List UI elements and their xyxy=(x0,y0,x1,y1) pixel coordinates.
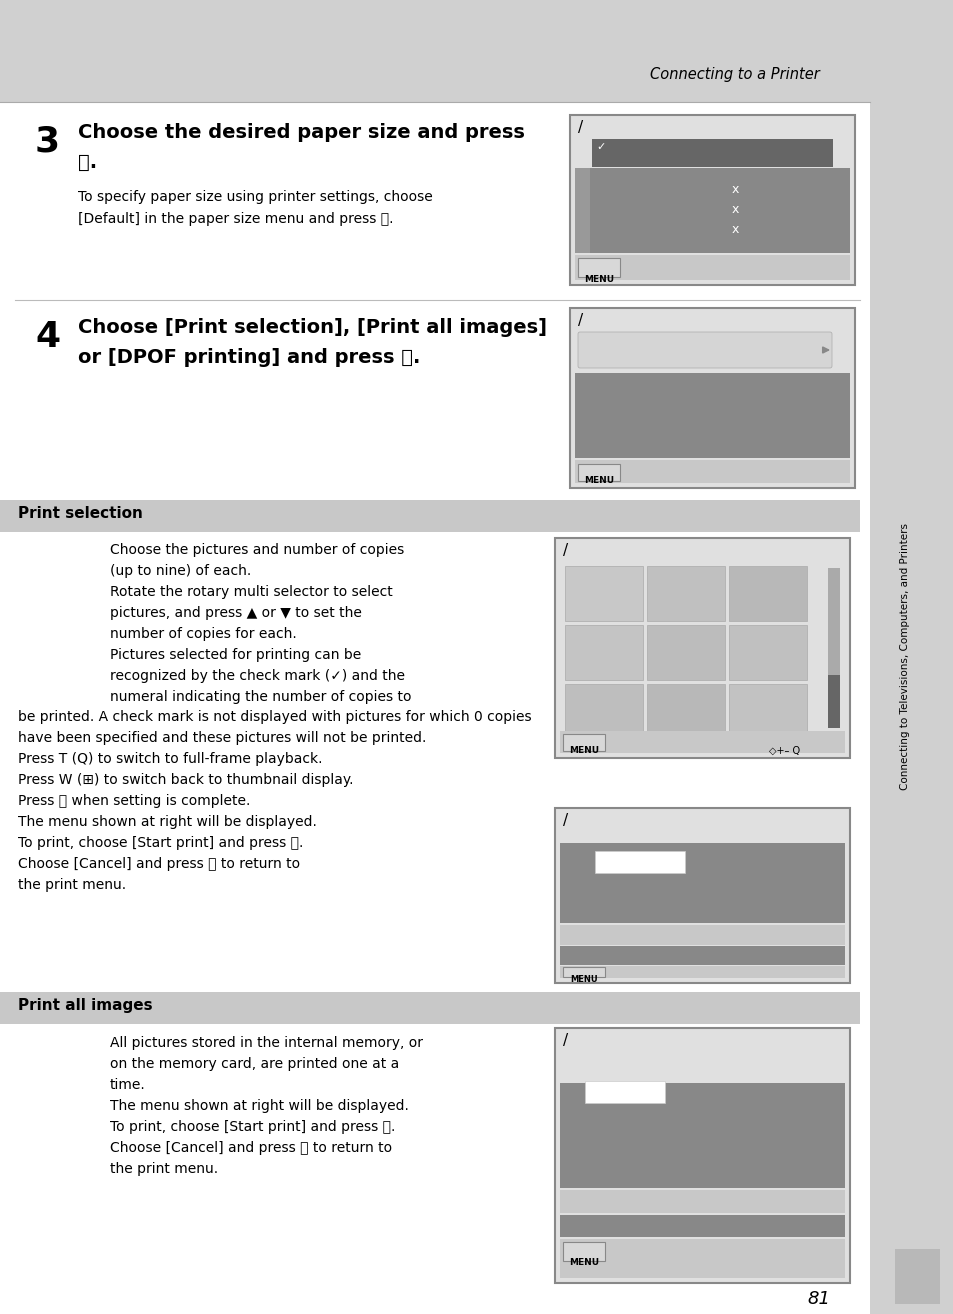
Bar xyxy=(562,1242,604,1261)
Text: the print menu.: the print menu. xyxy=(18,878,126,892)
Bar xyxy=(559,1190,844,1213)
Bar xyxy=(564,566,642,622)
Text: MENU: MENU xyxy=(568,1257,598,1267)
Text: Choose [Cancel] and press ⒪ to return to: Choose [Cancel] and press ⒪ to return to xyxy=(110,1141,392,1155)
Bar xyxy=(592,139,832,167)
Text: recognized by the check mark (✓) and the: recognized by the check mark (✓) and the xyxy=(110,669,405,683)
Bar xyxy=(894,1250,939,1303)
Text: Connecting to Televisions, Computers, and Printers: Connecting to Televisions, Computers, an… xyxy=(899,523,909,791)
Bar xyxy=(646,566,724,622)
Text: To print, choose [Start print] and press ⒪.: To print, choose [Start print] and press… xyxy=(110,1120,395,1134)
Text: Press W (⊞) to switch back to thumbnail display.: Press W (⊞) to switch back to thumbnail … xyxy=(18,773,354,787)
Text: /: / xyxy=(578,120,582,135)
Bar xyxy=(575,460,849,484)
Text: numeral indicating the number of copies to: numeral indicating the number of copies … xyxy=(110,690,411,704)
Bar xyxy=(555,537,849,758)
Text: /: / xyxy=(562,1033,568,1049)
Bar xyxy=(728,685,806,738)
Text: be printed. A check mark is not displayed with pictures for which 0 copies: be printed. A check mark is not displaye… xyxy=(18,710,531,724)
Text: (up to nine) of each.: (up to nine) of each. xyxy=(110,564,251,578)
Bar xyxy=(559,1239,844,1279)
Text: The menu shown at right will be displayed.: The menu shown at right will be displaye… xyxy=(18,815,316,829)
Text: [Default] in the paper size menu and press ⒪.: [Default] in the paper size menu and pre… xyxy=(78,212,393,226)
Bar xyxy=(728,566,806,622)
Text: have been specified and these pictures will not be printed.: have been specified and these pictures w… xyxy=(18,731,426,745)
Bar xyxy=(575,255,849,280)
Text: ◇+– Q: ◇+– Q xyxy=(769,746,800,756)
Text: ⒪.: ⒪. xyxy=(78,152,97,172)
Text: the print menu.: the print menu. xyxy=(110,1162,218,1176)
Bar xyxy=(578,464,619,481)
Bar xyxy=(0,501,859,532)
Text: number of copies for each.: number of copies for each. xyxy=(110,627,296,641)
Text: Choose [Cancel] and press ⒪ to return to: Choose [Cancel] and press ⒪ to return to xyxy=(18,857,300,871)
Text: 4: 4 xyxy=(35,321,60,353)
Bar xyxy=(559,966,844,978)
Text: time.: time. xyxy=(110,1077,146,1092)
Bar xyxy=(564,625,642,681)
Text: Choose [Print selection], [Print all images]: Choose [Print selection], [Print all ima… xyxy=(78,318,546,336)
Text: x: x xyxy=(731,223,738,237)
Text: To specify paper size using printer settings, choose: To specify paper size using printer sett… xyxy=(78,191,433,204)
Bar xyxy=(559,1083,844,1188)
Text: pictures, and press ▲ or ▼ to set the: pictures, and press ▲ or ▼ to set the xyxy=(110,606,361,620)
Text: MENU: MENU xyxy=(583,275,614,284)
Text: on the memory card, are printed one at a: on the memory card, are printed one at a xyxy=(110,1056,399,1071)
Text: Print all images: Print all images xyxy=(18,999,152,1013)
Text: Connecting to a Printer: Connecting to a Printer xyxy=(650,67,820,83)
Bar xyxy=(646,685,724,738)
Text: Rotate the rotary multi selector to select: Rotate the rotary multi selector to sele… xyxy=(110,585,393,599)
Text: Press T (Q) to switch to full-frame playback.: Press T (Q) to switch to full-frame play… xyxy=(18,752,322,766)
Text: Print selection: Print selection xyxy=(18,506,143,520)
Bar xyxy=(595,851,684,872)
Text: Press ⒪ when setting is complete.: Press ⒪ when setting is complete. xyxy=(18,794,250,808)
Bar xyxy=(827,568,840,728)
Text: MENU: MENU xyxy=(568,746,598,756)
FancyBboxPatch shape xyxy=(578,332,831,368)
Bar xyxy=(0,0,953,102)
Text: /: / xyxy=(562,813,568,828)
Text: MENU: MENU xyxy=(583,476,614,485)
Bar xyxy=(869,0,953,1314)
Bar xyxy=(555,808,849,983)
Text: 81: 81 xyxy=(806,1290,829,1307)
Text: ✓: ✓ xyxy=(596,142,605,152)
Bar xyxy=(559,946,844,964)
Text: x: x xyxy=(731,202,738,215)
Bar xyxy=(562,735,604,752)
Text: x: x xyxy=(731,183,738,196)
Bar xyxy=(569,116,854,285)
Bar xyxy=(0,0,869,102)
Text: or [DPOF printing] and press ⒪.: or [DPOF printing] and press ⒪. xyxy=(78,348,420,367)
Bar xyxy=(646,625,724,681)
Text: Choose the pictures and number of copies: Choose the pictures and number of copies xyxy=(110,543,404,557)
Bar xyxy=(564,685,642,738)
Text: /: / xyxy=(562,543,568,558)
Bar xyxy=(569,307,854,487)
Bar xyxy=(827,675,840,728)
Text: /: / xyxy=(578,313,582,328)
Text: 3: 3 xyxy=(35,125,60,159)
Text: To print, choose [Start print] and press ⒪.: To print, choose [Start print] and press… xyxy=(18,836,303,850)
Bar xyxy=(559,925,844,945)
Bar xyxy=(575,168,589,254)
Bar xyxy=(0,992,859,1024)
Text: MENU: MENU xyxy=(570,975,598,984)
Bar xyxy=(575,373,849,459)
Bar xyxy=(728,625,806,681)
Bar xyxy=(562,967,604,978)
Text: The menu shown at right will be displayed.: The menu shown at right will be displaye… xyxy=(110,1099,409,1113)
Bar xyxy=(584,1081,664,1102)
Bar xyxy=(559,1215,844,1236)
Text: Choose the desired paper size and press: Choose the desired paper size and press xyxy=(78,124,524,142)
Text: All pictures stored in the internal memory, or: All pictures stored in the internal memo… xyxy=(110,1035,422,1050)
Bar xyxy=(575,168,849,254)
Bar xyxy=(578,258,619,277)
Bar xyxy=(559,731,844,753)
Text: Pictures selected for printing can be: Pictures selected for printing can be xyxy=(110,648,361,662)
Bar xyxy=(559,844,844,922)
Bar xyxy=(555,1028,849,1282)
